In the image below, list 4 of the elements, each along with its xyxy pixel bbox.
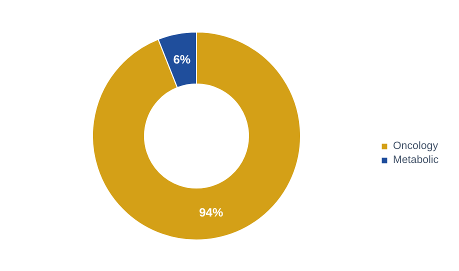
data-label: 6%	[173, 52, 191, 66]
data-label: 94%	[199, 206, 224, 220]
legend-label: Oncology	[393, 140, 438, 152]
legend-label: Metabolic	[393, 154, 439, 166]
